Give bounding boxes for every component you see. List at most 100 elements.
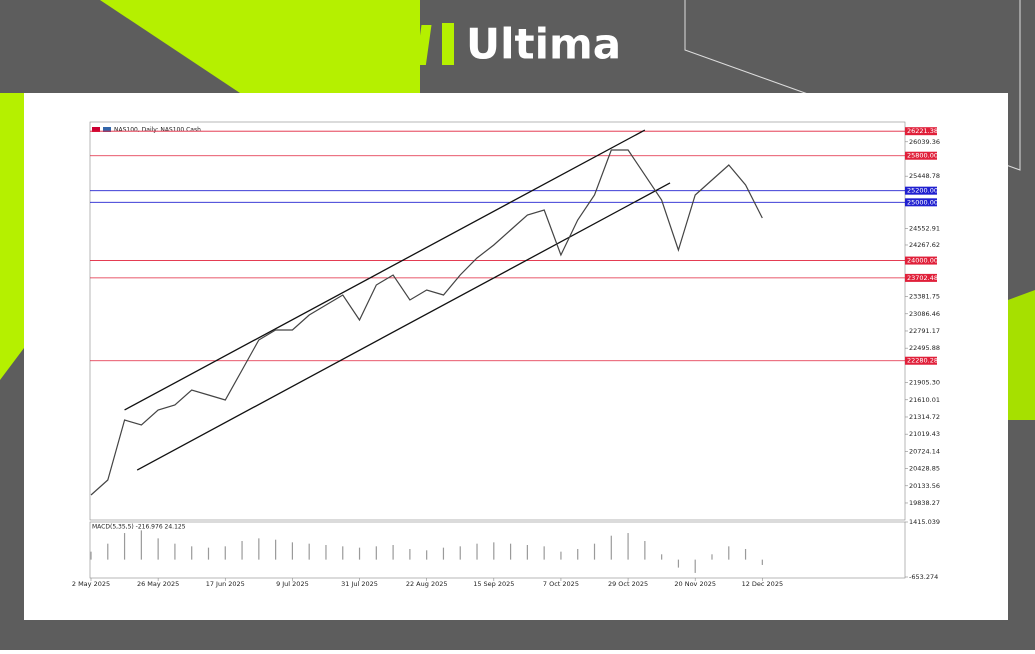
macd-bar (694, 559, 696, 573)
chart-panel (24, 93, 1008, 620)
logo-mark (415, 25, 432, 65)
level-label: 25200.00 (907, 187, 938, 195)
y-tick-label: 20428.85 (909, 465, 940, 473)
macd-bar (661, 554, 663, 560)
trendline (136, 182, 671, 471)
icon (92, 127, 100, 132)
macd-bar (174, 543, 176, 560)
macd-frame (89, 521, 906, 579)
macd-bar (560, 551, 562, 560)
y-tick-label: 23086.46 (909, 310, 940, 318)
level-label: 25000.00 (907, 198, 938, 206)
x-tick-label: 2 May 2025 (72, 580, 110, 588)
macd-bar (442, 547, 445, 560)
series-line (90, 149, 763, 496)
macd-bar (728, 546, 730, 560)
macd-bar (593, 543, 596, 560)
y-tick-label: 21019.43 (909, 430, 940, 438)
macd-bar (342, 546, 344, 560)
y-tick-label: 22495.88 (909, 344, 940, 352)
y-tick-label: 21610.01 (909, 396, 940, 404)
macd-bar (157, 538, 159, 560)
macd-bar (509, 543, 512, 560)
macd-bar (241, 541, 243, 560)
macd-bar (577, 548, 579, 560)
level-label: 23702.48 (907, 274, 938, 282)
logo-text: Ultima (466, 20, 621, 69)
level-tag (905, 356, 937, 365)
y-tick-label: 1415.039 (909, 518, 940, 526)
macd-bar (191, 546, 193, 560)
y-tick-label: 21905.30 (909, 379, 940, 387)
level-tag (905, 256, 937, 265)
level-tag (905, 127, 937, 136)
macd-bar (644, 541, 646, 560)
level-tag (905, 151, 937, 160)
macd-bar (224, 546, 226, 560)
logo-mark (442, 23, 454, 65)
macd-bar (258, 538, 260, 560)
y-tick-label: 20133.56 (909, 482, 940, 490)
x-tick-label: 20 Nov 2025 (674, 580, 716, 588)
macd-bar (476, 543, 478, 560)
x-tick-label: 7 Oct 2025 (543, 580, 579, 588)
level-label: 26221.38 (907, 127, 938, 135)
macd-bar (526, 545, 528, 560)
macd-bar (677, 559, 680, 568)
y-tick-label: 24267.62 (909, 241, 940, 249)
level-tag (905, 198, 937, 207)
macd-bar (107, 543, 109, 560)
macd-bar (761, 559, 763, 565)
y-tick-label: 26039.36 (909, 138, 940, 146)
macd-bar (426, 550, 428, 560)
x-tick-label: 12 Dec 2025 (742, 580, 784, 588)
macd-bar (358, 547, 361, 560)
accent-top (100, 0, 420, 93)
level-tag (905, 186, 937, 195)
macd-bar (409, 548, 411, 560)
macd-bar (325, 545, 327, 560)
macd-bar (711, 554, 713, 560)
plot-frame (89, 121, 906, 521)
y-tick-label: -653.274 (909, 573, 938, 581)
x-tick-label: 26 May 2025 (137, 580, 179, 588)
macd-bar (744, 548, 747, 560)
x-tick-label: 15 Sep 2025 (473, 580, 514, 588)
level-label: 24000.00 (907, 257, 938, 265)
chart-title: NAS100, Daily: NAS100 Cash (114, 127, 201, 134)
macd-bar (207, 547, 210, 560)
macd-bar (493, 542, 495, 560)
trendline (124, 129, 646, 411)
x-tick-label: 29 Oct 2025 (608, 580, 648, 588)
macd-bar (90, 551, 92, 560)
macd-bar (140, 530, 142, 560)
level-label: 22280.28 (907, 357, 938, 365)
macd-bar (275, 539, 277, 560)
accent-right (1008, 290, 1035, 420)
macd-bar (610, 535, 612, 560)
level-label: 25800.00 (907, 152, 938, 160)
x-tick-label: 17 Jun 2025 (206, 580, 245, 588)
x-tick-label: 31 Jul 2025 (341, 580, 378, 588)
x-tick-label: 22 Aug 2025 (406, 580, 448, 588)
y-tick-label: 25448.78 (909, 172, 940, 180)
plot: 26039.36 25448.78 24552.91 24267.62 23381.75… (72, 127, 940, 588)
macd-bar (627, 533, 629, 560)
macd-bar (308, 543, 310, 560)
icon (103, 127, 111, 132)
y-tick-label: 22791.17 (909, 327, 940, 335)
macd-title: MACD(5,35,5) -216.976 24.125 (92, 524, 186, 531)
macd-bar (375, 546, 377, 560)
y-tick-label: 19838.27 (909, 499, 940, 507)
y-tick-label: 23381.75 (909, 293, 940, 301)
x-tick-label: 9 Jul 2025 (276, 580, 309, 588)
macd-bar (543, 546, 545, 560)
macd-bar (291, 542, 294, 560)
macd-bar (392, 545, 394, 560)
level-tag (905, 273, 937, 282)
y-tick-label: 20724.14 (909, 447, 940, 455)
macd-bar (459, 546, 461, 560)
y-tick-label: 24552.91 (909, 224, 940, 232)
macd-bar (123, 533, 126, 560)
